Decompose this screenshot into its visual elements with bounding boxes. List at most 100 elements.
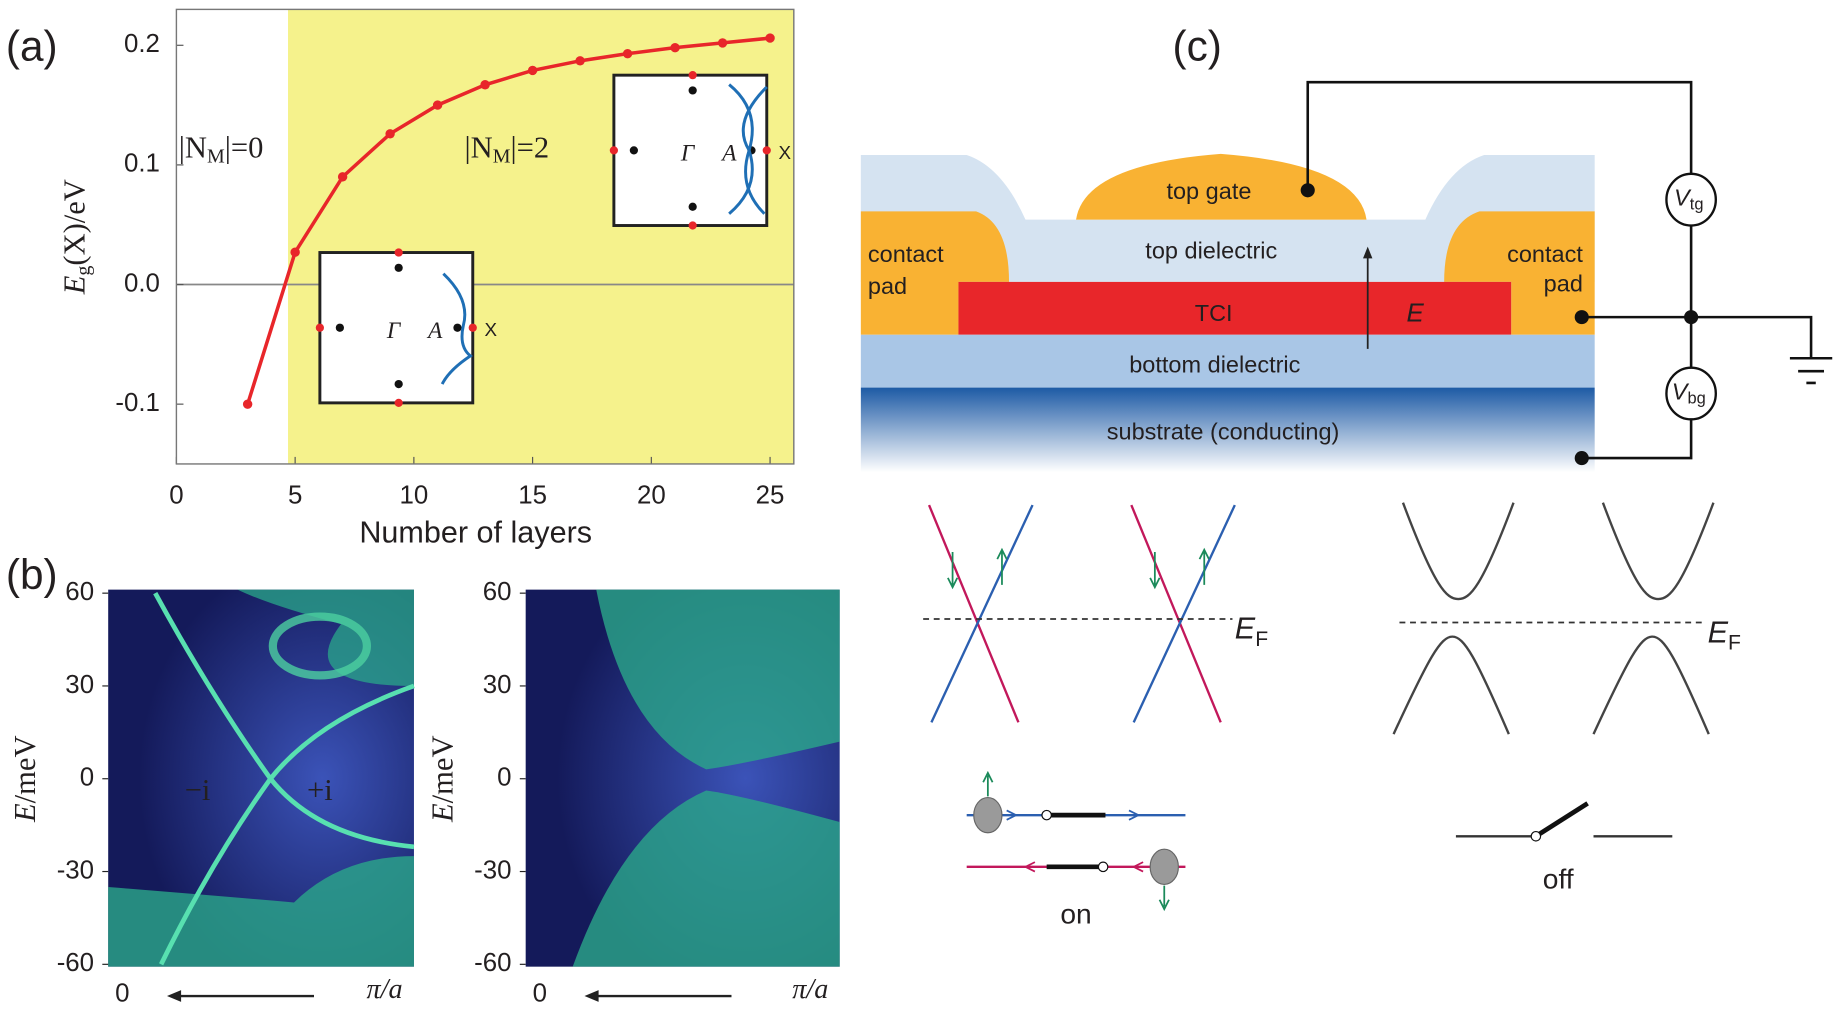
inset-label: X [485,319,498,340]
wire-node [1684,310,1699,325]
annotation: −i [185,773,211,807]
data-point [480,80,490,90]
layer-label: pad [1544,271,1583,297]
top-dielectric [860,155,1595,282]
band-line [982,770,994,797]
data-point [717,38,728,48]
layer-label: top gate [1166,178,1251,204]
fermi-label-part: E [1235,612,1256,646]
y-tick-label: -30 [474,856,511,884]
y-tick-label: 30 [65,671,94,699]
annotation: |NM|=2 [465,130,550,167]
y-axis-title-part: g [72,266,94,276]
y-axis-title: E/meV [8,735,42,822]
y-tick-label: 0.1 [124,150,160,178]
arrow-head [584,990,599,1002]
data-point [242,399,253,409]
fermi-label: EF [1235,612,1268,651]
inset-dot-red [315,323,324,332]
annotation-part: M [493,145,511,167]
fermi-label-part: F [1255,628,1268,651]
layer-label: substrate (conducting) [1107,419,1340,445]
band-line [1198,547,1210,585]
inset-label: A [720,140,737,166]
electron [973,796,1003,834]
band-line [1149,552,1161,590]
layer-label: TCI [1195,300,1233,326]
voltmeter-label-part: V [1672,379,1690,405]
panel-label: (a) [6,23,58,70]
wire [1581,419,1693,460]
y-tick-label: 60 [65,578,94,606]
inset-label: Γ [386,318,402,344]
wire-node [1574,310,1589,325]
layer-label: E [1407,300,1425,328]
band-region [237,589,414,686]
band-region [108,856,414,967]
inset-dot-red [468,323,477,332]
layer-label: top dielectric [1145,238,1277,264]
voltmeter-label-part: V [1674,185,1692,211]
y-tick-label: 0.0 [124,269,160,297]
y-tick-label: 0.2 [124,30,160,58]
band-line [930,504,1034,723]
fermi-label-part: E [1708,615,1729,649]
inset-dot-red [394,398,403,407]
x-end-label: 0 [115,980,129,1008]
x-tick-label: 0 [169,482,183,510]
annotation: |NM|=0 [179,130,264,167]
data-line [245,36,771,405]
y-tick-label: -60 [57,949,94,977]
y-axis-title-part: /meV [8,735,42,803]
inset-dot [453,323,462,332]
y-axis-title-part: (X)/eV [58,179,92,265]
inset-dot-red [609,146,618,155]
y-axis-title-part: /meV [426,735,460,803]
switch-node [1041,809,1052,821]
y-axis-title-part: E [426,803,460,823]
y-axis-title-part: E [58,275,92,295]
inset-curve [728,85,768,215]
annotation: +i [307,773,333,807]
band-line [1392,635,1510,735]
annotation-part: |N [465,130,493,164]
x-tick-label: 25 [756,482,785,510]
bottom-dielectric [860,334,1595,388]
band-line [1592,635,1710,735]
data-point [527,65,538,76]
annotation-part: |N [179,130,207,164]
band-region [525,589,840,770]
inset-dot-red [762,146,771,155]
wire [1789,356,1833,385]
band-line [1130,504,1222,723]
inset-label: Γ [680,140,696,166]
band-line [996,547,1008,585]
data-point [337,172,348,182]
plot-frame [175,8,795,465]
arrow-head [166,990,182,1002]
substrate [860,387,1595,473]
fermi-label: EF [1708,615,1741,654]
voltmeter-label-part: bg [1687,390,1705,408]
inset-dot [688,86,697,95]
switch-node [1097,861,1109,873]
fermi-label-part: F [1728,631,1741,654]
data-point [622,48,633,59]
surface-state [159,683,415,966]
wire-node [1574,451,1589,466]
x-end-label: π/a [367,974,403,1005]
voltmeter-label-part: tg [1690,196,1704,214]
inset-dot [394,379,403,389]
voltmeter [1665,172,1717,227]
wire [1306,80,1693,191]
tci-layer [958,281,1512,335]
band-line [1023,861,1144,873]
y-axis-title: E/meV [426,735,460,822]
data-point [290,247,300,257]
layer-label: contact [1507,241,1583,267]
inset-label: X [779,142,792,163]
band-line [1401,502,1515,601]
data-point [575,56,585,66]
inset-label: A [426,318,443,344]
contact-pad [860,211,1010,335]
